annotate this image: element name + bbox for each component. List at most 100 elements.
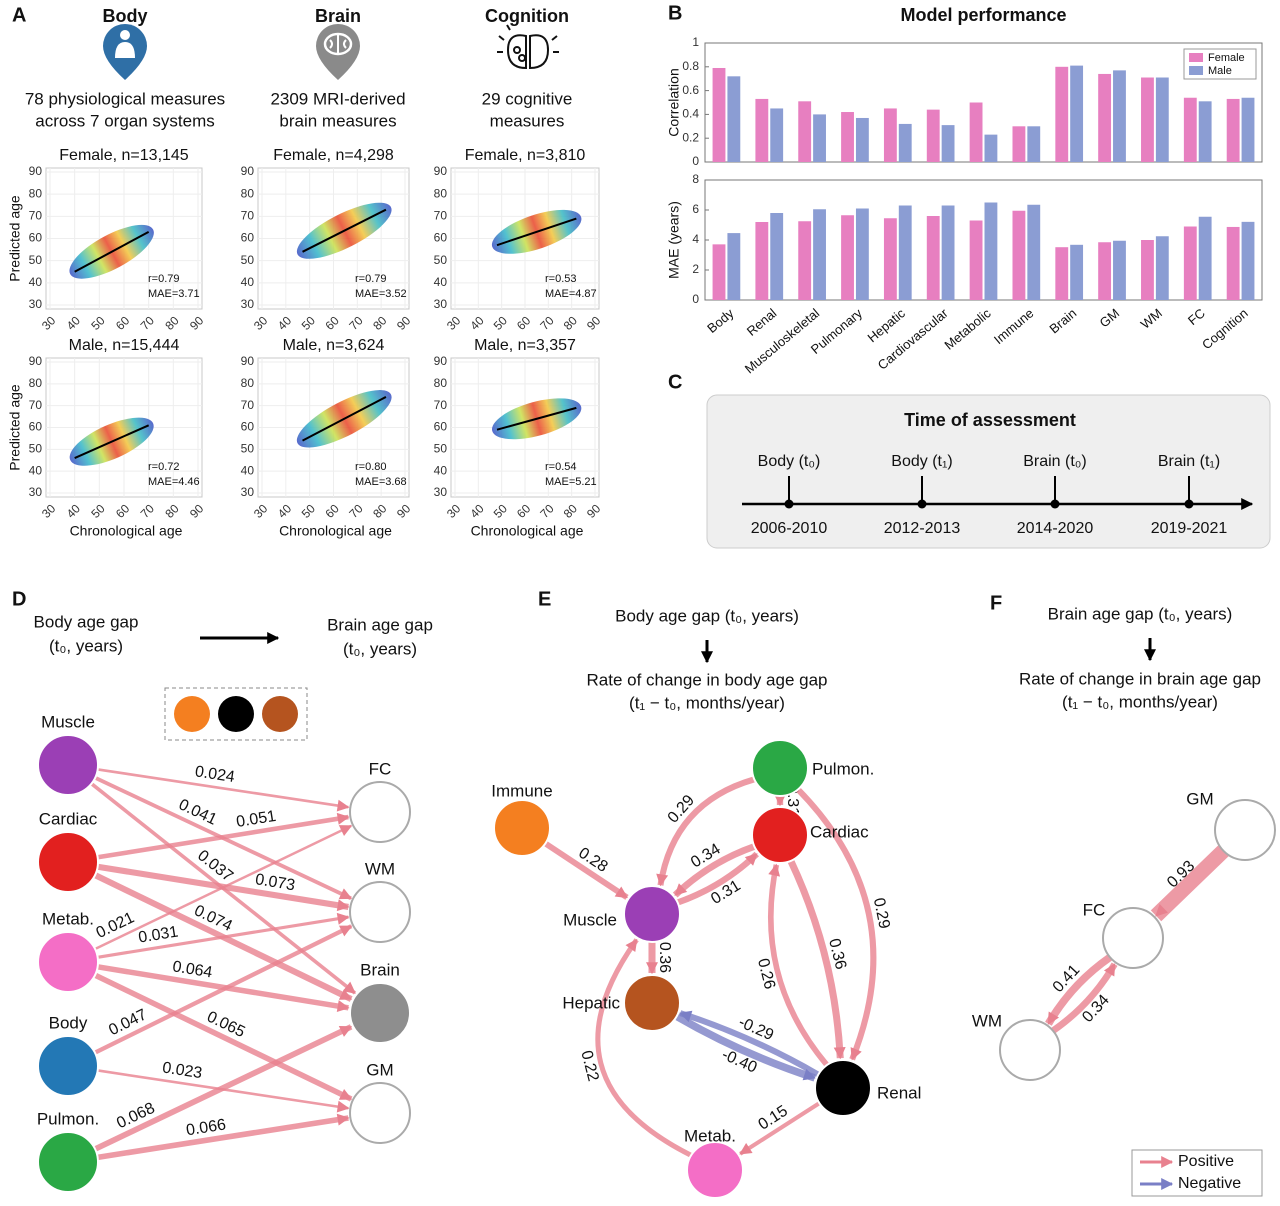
bar — [727, 233, 741, 300]
annotation: r=0.79 — [355, 273, 387, 285]
edge-label: 0.29 — [870, 896, 893, 930]
node — [37, 734, 99, 796]
edge — [739, 1101, 821, 1156]
column-description: 78 physiological measures — [25, 89, 225, 108]
x-axis-label: Chronological age — [70, 523, 183, 539]
bar — [1226, 226, 1240, 300]
panel-label: F — [990, 592, 1002, 614]
x-tick-label: 90 — [187, 501, 207, 521]
node — [686, 1141, 744, 1199]
y-tick-label: 30 — [241, 485, 255, 499]
node-label: WM — [972, 1011, 1002, 1030]
x-tick-label: GM — [1096, 305, 1122, 330]
x-tick-label: Metabolic — [941, 305, 994, 353]
x-tick-label: 70 — [138, 313, 158, 333]
y-tick-label: 80 — [241, 376, 255, 390]
edge — [595, 938, 693, 1158]
x-tick-label: 80 — [561, 501, 581, 521]
edge — [93, 924, 353, 1055]
node — [37, 1035, 99, 1097]
node-label: Renal — [877, 1083, 921, 1102]
edge — [93, 972, 353, 1102]
edge — [656, 776, 756, 887]
header: (t₁ − t₀, months/year) — [629, 693, 785, 712]
bar — [984, 202, 998, 300]
y-tick-label: 60 — [29, 420, 43, 434]
y-tick-label: 0.2 — [682, 130, 699, 144]
node — [1102, 907, 1164, 969]
node — [37, 831, 99, 893]
node-label: WM — [365, 859, 395, 878]
edge-label: 0.041 — [176, 796, 220, 829]
x-tick-label: 70 — [537, 501, 557, 521]
x-tick-label: 40 — [275, 313, 295, 333]
bar — [1070, 65, 1084, 162]
body-icon — [103, 24, 147, 80]
y-tick-label: 50 — [434, 442, 448, 456]
plot-frame — [704, 42, 1263, 163]
node — [349, 881, 411, 943]
node — [349, 781, 411, 843]
x-tick-label: 90 — [584, 501, 604, 521]
event-label: Body (t₁) — [891, 453, 952, 470]
annotation: r=0.79 — [148, 273, 180, 285]
legend-label: Negative — [1178, 1175, 1241, 1192]
y-axis-label: Predicted age — [7, 384, 23, 471]
y-tick-label: 50 — [241, 442, 255, 456]
x-tick-label: 70 — [138, 501, 158, 521]
x-tick-label: 80 — [162, 313, 182, 333]
plot-title: Male, n=3,357 — [474, 337, 576, 354]
y-tick-label: 60 — [241, 231, 255, 245]
y-tick-label: 4 — [692, 232, 699, 246]
bar — [1027, 126, 1041, 162]
annotation: MAE=4.46 — [148, 476, 200, 488]
legend-swatch — [1189, 66, 1203, 75]
bar — [1113, 70, 1126, 162]
x-tick-label: 40 — [275, 501, 295, 521]
y-tick-label: 2 — [692, 262, 699, 276]
y-tick-label: 80 — [241, 186, 255, 200]
node-label: FC — [1083, 900, 1106, 919]
y-tick-label: 60 — [29, 231, 43, 245]
y-tick-label: 90 — [241, 164, 255, 178]
edge — [1045, 954, 1113, 1026]
x-tick-label: 50 — [299, 501, 319, 521]
bar — [1155, 236, 1169, 300]
node-label: GM — [366, 1060, 393, 1079]
edge-label: 0.024 — [194, 763, 236, 786]
x-tick-label: Brain — [1046, 305, 1079, 336]
edge — [679, 1010, 820, 1078]
panel-label: A — [12, 4, 26, 26]
y-tick-label: 80 — [434, 186, 448, 200]
edge — [543, 840, 629, 900]
y-tick-label: 6 — [692, 202, 699, 216]
bar — [841, 215, 854, 300]
y-tick-label: 70 — [434, 209, 448, 223]
x-tick-label: 30 — [251, 313, 271, 333]
bar — [898, 123, 912, 162]
bar — [1141, 77, 1154, 162]
bar — [798, 101, 812, 162]
annotation: r=0.54 — [545, 461, 577, 473]
x-tick-label: 30 — [444, 501, 464, 521]
y-tick-label: 0.6 — [682, 83, 699, 97]
bar — [1113, 240, 1126, 300]
x-tick-label: 30 — [39, 501, 59, 521]
y-tick-label: 8 — [692, 172, 699, 186]
bar — [813, 209, 826, 300]
x-tick-label: 50 — [491, 501, 511, 521]
x-tick-label: 80 — [561, 313, 581, 333]
x-tick-label: 30 — [251, 501, 271, 521]
x-tick-label: 30 — [39, 313, 59, 333]
edge — [1150, 845, 1229, 922]
x-tick-label: Renal — [744, 305, 780, 338]
plot-title: Female, n=13,145 — [59, 147, 189, 164]
column-description: measures — [490, 111, 565, 130]
node — [349, 982, 411, 1044]
x-tick-label: 90 — [394, 501, 414, 521]
y-tick-label: 70 — [241, 209, 255, 223]
node — [999, 1019, 1061, 1081]
chart-title: Model performance — [900, 5, 1066, 25]
node — [623, 974, 681, 1032]
node — [37, 931, 99, 993]
